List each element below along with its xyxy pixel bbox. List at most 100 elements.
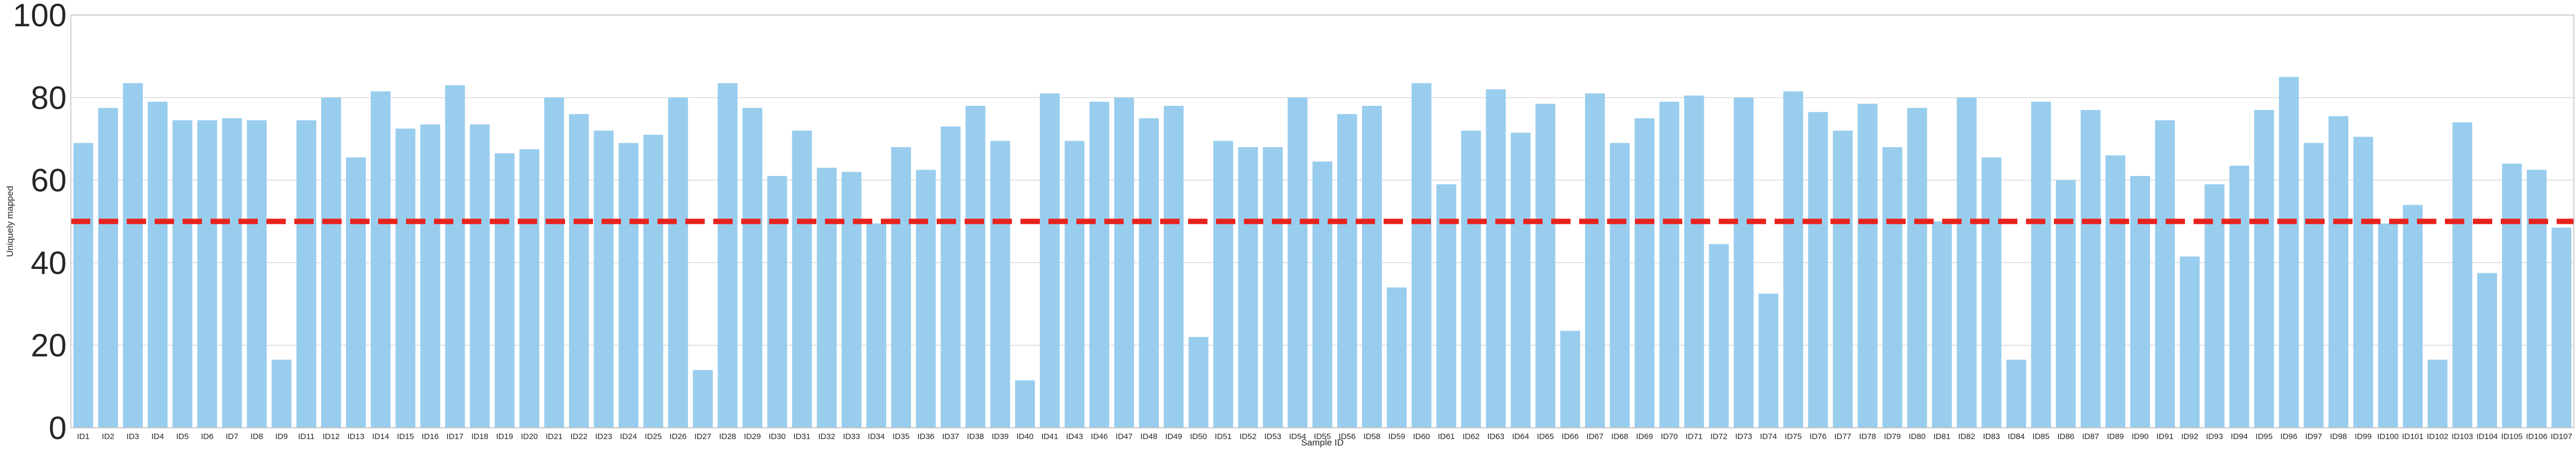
x-tick-label: ID26	[670, 432, 687, 441]
bar	[2105, 155, 2125, 428]
bar	[767, 176, 787, 428]
bar	[2527, 170, 2547, 428]
bar	[1560, 331, 1580, 428]
bar	[544, 97, 565, 428]
x-tick-label: ID106	[2526, 432, 2548, 441]
x-tick-label: ID96	[2281, 432, 2298, 441]
bar	[916, 170, 936, 428]
bar	[98, 108, 118, 428]
x-tick-label: ID18	[471, 432, 488, 441]
bar	[1015, 380, 1035, 428]
x-tick-label: ID29	[744, 432, 761, 441]
bar	[1932, 221, 1952, 428]
bar	[1337, 114, 1357, 428]
x-tick-label: ID68	[1611, 432, 1629, 441]
bar	[594, 130, 614, 428]
x-tick-label: ID69	[1636, 432, 1653, 441]
x-tick-label: ID11	[298, 432, 315, 441]
x-tick-label: ID33	[843, 432, 860, 441]
bar	[841, 172, 862, 428]
bar	[1486, 89, 1506, 428]
x-tick-label: ID23	[595, 432, 612, 441]
x-tick-label: ID86	[2057, 432, 2074, 441]
bar	[1213, 141, 1233, 428]
bar	[1634, 118, 1655, 428]
x-tick-label: ID75	[1785, 432, 1802, 441]
bar	[965, 106, 986, 428]
x-tick-label: ID107	[2551, 432, 2572, 441]
x-tick-label: ID34	[868, 432, 885, 441]
x-tick-label: ID85	[2032, 432, 2050, 441]
bar	[73, 143, 93, 428]
x-tick-labels: ID1 ID2 ID3 ID4 ID5 ID6 ID7 ID8 ID9 ID11 ID12 ID13 I…	[77, 432, 2572, 441]
bar	[1163, 106, 1184, 428]
x-tick-label: ID60	[1413, 432, 1430, 441]
x-tick-label: ID21	[546, 432, 563, 441]
bar	[2278, 77, 2299, 428]
bar	[1510, 133, 1531, 428]
bar	[1461, 130, 1481, 428]
x-tick-label: ID70	[1661, 432, 1678, 441]
x-tick-label: ID99	[2355, 432, 2372, 441]
x-tick-label: ID105	[2501, 432, 2523, 441]
x-tick-label: ID103	[2451, 432, 2473, 441]
x-tick-label: ID77	[1834, 432, 1851, 441]
x-tick-label: ID92	[2181, 432, 2198, 441]
x-tick-label: ID36	[917, 432, 935, 441]
bar	[172, 120, 193, 428]
bar	[1188, 337, 1209, 428]
x-tick-label: ID30	[769, 432, 786, 441]
x-tick-label: ID43	[1066, 432, 1083, 441]
bar	[1312, 161, 1333, 428]
bar	[1709, 244, 1729, 428]
bar	[1610, 143, 1630, 428]
bar	[1089, 101, 1110, 428]
x-tick-label: ID97	[2305, 432, 2322, 441]
x-tick-label: ID15	[397, 432, 414, 441]
x-tick-label: ID2	[102, 432, 114, 441]
x-tick-label: ID3	[127, 432, 139, 441]
x-tick-label: ID81	[1934, 432, 1951, 441]
bar	[643, 135, 663, 428]
x-tick-label: ID22	[570, 432, 588, 441]
bars-group	[73, 77, 2572, 428]
bar	[2477, 273, 2497, 428]
x-tick-label: ID73	[1735, 432, 1753, 441]
x-tick-label: ID9	[276, 432, 288, 441]
x-tick-label: ID84	[2008, 432, 2025, 441]
x-tick-label: ID76	[1810, 432, 1827, 441]
bar	[1882, 147, 1902, 428]
bar	[148, 101, 168, 428]
bar	[2502, 163, 2522, 428]
bar	[1585, 93, 1605, 428]
bar	[1684, 95, 1704, 428]
x-tick-label: ID95	[2255, 432, 2273, 441]
x-tick-label: ID51	[1215, 432, 1232, 441]
x-tick-label: ID13	[348, 432, 365, 441]
x-tick-label: ID40	[1016, 432, 1033, 441]
bar	[1263, 147, 1283, 428]
x-tick-label: ID41	[1041, 432, 1059, 441]
x-tick-label: ID24	[620, 432, 637, 441]
x-tick-label: ID31	[793, 432, 811, 441]
bar	[2031, 101, 2051, 428]
x-tick-label: ID65	[1537, 432, 1554, 441]
bar	[1733, 97, 1754, 428]
plot-frame	[70, 14, 2574, 428]
x-tick-label: ID94	[2231, 432, 2248, 441]
x-tick-label: ID37	[942, 432, 959, 441]
bar	[618, 143, 639, 428]
x-tick-label: ID79	[1884, 432, 1901, 441]
bar	[2180, 256, 2200, 428]
bar	[1981, 157, 2002, 428]
x-tick-label: ID83	[1983, 432, 2000, 441]
bar	[1783, 91, 1804, 428]
bar	[891, 147, 911, 428]
x-tick-label: ID50	[1190, 432, 1207, 441]
x-tick-label: ID5	[176, 432, 189, 441]
bar	[445, 85, 465, 428]
bar	[420, 124, 440, 428]
x-tick-label: ID14	[372, 432, 389, 441]
x-tick-label: ID35	[893, 432, 910, 441]
